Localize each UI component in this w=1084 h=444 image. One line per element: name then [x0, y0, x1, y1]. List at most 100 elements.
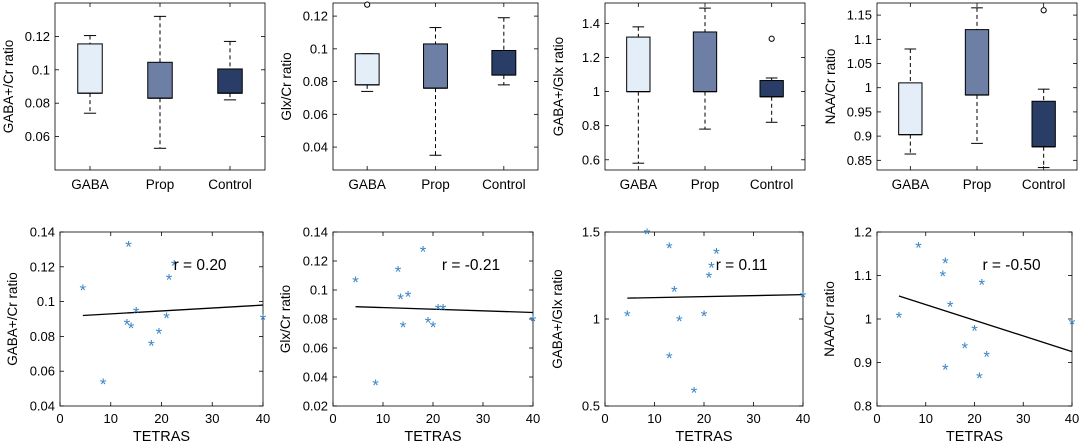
y-axis-label: GABA+/Cr ratio: [1, 40, 16, 133]
data-point: *: [800, 288, 807, 307]
y-tick-label: 1: [865, 312, 872, 327]
data-point: *: [397, 290, 404, 309]
y-tick-label: 1.1: [854, 32, 872, 47]
data-point: *: [400, 318, 407, 337]
x-tick-label: 0: [873, 411, 880, 426]
y-tick-label: 0.1: [310, 41, 328, 56]
data-point: *: [701, 307, 708, 326]
y-tick-label: 0.95: [847, 104, 872, 119]
y-tick-label: 1.2: [582, 50, 600, 65]
y-tick-label: 1.1: [854, 268, 872, 283]
x-category-label: GABA: [620, 177, 658, 192]
data-point: *: [713, 244, 720, 263]
outlier-point: [364, 1, 371, 8]
box-prop: [692, 31, 718, 93]
x-category-label: Prop: [963, 177, 992, 192]
data-point: *: [983, 347, 990, 366]
data-point: *: [691, 384, 698, 403]
x-tick-label: 20: [154, 411, 168, 426]
data-point: *: [671, 283, 678, 302]
x-tick-label: 0: [601, 411, 608, 426]
data-point: *: [260, 311, 267, 330]
x-category-label: GABA: [348, 177, 386, 192]
box-control: [1031, 100, 1056, 148]
outlier-point: [1040, 7, 1047, 14]
correlation-annotation: r = -0.50: [982, 257, 1041, 274]
y-tick-label: 0.12: [25, 29, 50, 44]
x-tick-label: 40: [256, 411, 270, 426]
correlation-annotation: r = 0.20: [174, 257, 227, 274]
data-point: *: [163, 309, 170, 328]
x-tick-label: 0: [329, 411, 336, 426]
data-point: *: [128, 319, 135, 338]
y-tick-label: 0.1: [310, 283, 328, 298]
x-axis-label: TETRAS: [946, 429, 1003, 444]
box-gaba: [77, 43, 103, 94]
data-point: *: [979, 276, 986, 295]
data-point: *: [942, 361, 949, 380]
data-point: *: [372, 376, 379, 395]
y-tick-label: 0.04: [30, 399, 55, 414]
y-tick-label: 1: [593, 84, 600, 99]
y-tick-label: 0.6: [582, 152, 600, 167]
x-tick-label: 30: [746, 411, 760, 426]
data-point: *: [942, 254, 949, 273]
data-point: *: [706, 269, 713, 288]
data-point: *: [676, 312, 683, 331]
panel-box-gaba-glx: 0.6 0.8 1 1.2 1.4 GABA+/Glx ratio GABA Prop Cont…: [551, 2, 806, 192]
y-axis-label: NAA/Cr ratio: [823, 49, 838, 125]
panel-box-gaba-cr: 0.06 0.08 0.1 0.12 GABA+/Cr ratio GABA Prop Con…: [1, 2, 266, 192]
y-tick-label: 0.08: [303, 312, 328, 327]
box-control: [491, 49, 517, 76]
y-tick-label: 0.14: [303, 225, 328, 240]
panel-scatter-gaba-cr: 0.04 0.06 0.08 0.1 0.12 0.14 GABA+/Cr ratio 0 10…: [5, 225, 270, 444]
data-point: *: [915, 239, 922, 258]
panel-scatter-naa-cr: 0.8 0.9 1 1.1 1.2 NAA/Cr ratio 0 10 20 30 40 TETRAS…: [822, 225, 1079, 444]
data-point: *: [947, 297, 954, 316]
data-point: *: [530, 312, 537, 331]
data-point: *: [976, 369, 983, 388]
x-category-label: GABA: [892, 177, 930, 192]
y-tick-label: 0.06: [303, 107, 328, 122]
data-point: *: [420, 242, 427, 261]
box-control: [217, 68, 243, 94]
y-tick-label: 0.06: [30, 364, 55, 379]
x-category-label: Prop: [421, 177, 450, 192]
box-prop: [964, 29, 990, 96]
fit-line: [627, 293, 804, 299]
panel-scatter-glx-cr: 0.02 0.04 0.06 0.08 0.1 0.12 0.14 Glx/Cr ratio 0…: [278, 225, 540, 444]
data-point: *: [666, 349, 673, 368]
data-point: *: [940, 267, 947, 286]
y-tick-label: 0.14: [30, 225, 55, 240]
data-point: *: [425, 313, 432, 332]
x-axis-label: TETRAS: [675, 429, 732, 444]
x-category-label: Control: [1022, 177, 1066, 192]
y-tick-label: 0.1: [37, 294, 55, 309]
data-point: *: [708, 258, 715, 277]
y-tick-label: 0.8: [854, 399, 872, 414]
data-point: *: [1069, 315, 1076, 334]
x-category-label: Control: [750, 177, 794, 192]
data-point: *: [352, 273, 359, 292]
panel-box-glx-cr: 0.04 0.06 0.08 0.1 0.12 Glx/Cr ratio GABA Prop C…: [279, 1, 539, 192]
box-gaba: [626, 36, 651, 93]
y-axis-label: Glx/Cr ratio: [278, 285, 293, 353]
data-point: *: [80, 281, 87, 300]
data-point: *: [148, 337, 155, 356]
data-point: *: [405, 287, 412, 306]
y-tick-label: 0.9: [854, 355, 872, 370]
y-tick-label: 1: [865, 80, 872, 95]
data-point: *: [166, 270, 173, 289]
fit-line: [355, 306, 534, 314]
x-tick-label: 40: [1065, 411, 1079, 426]
y-tick-label: 0.08: [25, 96, 50, 111]
y-tick-label: 0.8: [582, 118, 600, 133]
data-point: *: [395, 263, 402, 282]
plot-frame: [59, 231, 264, 407]
box-prop: [147, 61, 173, 99]
data-point: *: [156, 324, 163, 343]
y-axis-label: NAA/Cr ratio: [822, 281, 837, 357]
x-tick-label: 40: [796, 411, 810, 426]
data-point: *: [435, 300, 442, 319]
